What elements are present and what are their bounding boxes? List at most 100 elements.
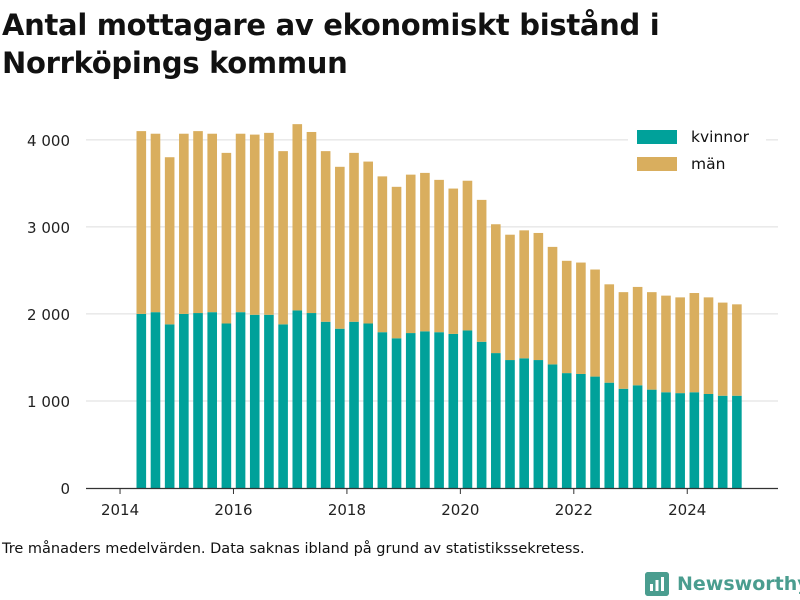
bar-man — [207, 133, 218, 313]
bar-man — [576, 262, 586, 374]
bar-kvinnor — [420, 331, 430, 488]
bar-kvinnor — [320, 321, 331, 488]
bar-man — [363, 161, 373, 324]
y-tick-label: 2 000 — [27, 306, 70, 324]
bar-man — [249, 134, 260, 315]
bar-man — [476, 199, 487, 342]
bar-man — [221, 152, 232, 324]
bar-man — [519, 230, 529, 359]
bar-kvinnor — [278, 324, 288, 488]
bar-kvinnor — [547, 364, 558, 488]
legend-label: kvinnor — [691, 128, 750, 146]
y-tick-label: 3 000 — [27, 219, 70, 237]
bar-kvinnor — [179, 313, 189, 488]
bar-man — [335, 166, 345, 329]
bar-kvinnor — [604, 382, 615, 488]
x-tick-label: 2018 — [328, 501, 366, 519]
bar-kvinnor — [561, 373, 572, 488]
bar-kvinnor — [235, 312, 246, 488]
x-tick-label: 2016 — [214, 501, 252, 519]
bar-man — [491, 224, 501, 354]
bar-kvinnor — [519, 358, 529, 488]
x-tick-label: 2020 — [441, 501, 479, 519]
bar-kvinnor — [292, 310, 303, 488]
bar-kvinnor — [405, 333, 416, 488]
bar-man — [547, 246, 558, 365]
bar-man — [391, 186, 402, 339]
bar-kvinnor — [335, 328, 345, 488]
bar-man — [689, 293, 700, 393]
bar-man — [434, 179, 444, 333]
bar-kvinnor — [363, 323, 373, 488]
bar-man — [732, 304, 742, 396]
bar-man — [717, 302, 728, 396]
bar-kvinnor — [732, 395, 742, 488]
bar-kvinnor — [150, 312, 161, 488]
bar-kvinnor — [207, 312, 218, 488]
bar-man — [675, 297, 685, 394]
y-tick-label: 0 — [60, 480, 70, 498]
bar-man — [377, 176, 388, 333]
bar-kvinnor — [576, 373, 586, 488]
bar-man — [618, 292, 629, 389]
bar-kvinnor — [491, 353, 501, 488]
bar-kvinnor — [264, 314, 274, 488]
brand-name: Newsworthy — [677, 573, 800, 595]
bar-man — [235, 133, 246, 313]
bar-kvinnor — [391, 338, 402, 488]
bar-man — [278, 151, 288, 325]
bar-man — [462, 180, 473, 331]
bar-kvinnor — [164, 324, 175, 488]
bar-man — [193, 131, 203, 314]
bar-kvinnor — [306, 313, 317, 488]
legend-label: män — [691, 155, 725, 173]
bar-man — [320, 151, 331, 322]
bar-kvinnor — [689, 392, 700, 488]
bar-kvinnor — [661, 392, 671, 488]
bar-kvinnor — [349, 321, 359, 488]
bar-kvinnor — [717, 395, 728, 488]
bar-kvinnor — [193, 313, 203, 488]
bar-man — [136, 131, 147, 314]
bar-man — [349, 152, 359, 322]
x-tick-label: 2022 — [555, 501, 593, 519]
bar-kvinnor — [221, 323, 232, 488]
bar-man — [164, 157, 175, 325]
bar-kvinnor — [377, 332, 388, 488]
bar-kvinnor — [249, 314, 260, 488]
bar-man — [561, 260, 572, 374]
bar-kvinnor — [533, 360, 544, 488]
bar-man — [292, 124, 303, 311]
x-tick-label: 2024 — [668, 501, 706, 519]
bar-man — [632, 286, 643, 386]
bar-man — [264, 132, 274, 315]
bar-man — [448, 188, 459, 334]
y-tick-label: 1 000 — [27, 393, 70, 411]
bar-man — [505, 234, 515, 361]
bar-man — [405, 174, 416, 334]
bar-man — [420, 172, 430, 332]
bar-man — [306, 131, 317, 314]
bar-man — [150, 133, 161, 313]
bar-man — [646, 292, 657, 390]
legend: kvinnor män — [628, 120, 766, 174]
axes: 0 1 000 2 000 3 000 4 000 2014 2016 2018 2020 202… — [27, 132, 778, 519]
bar-man — [179, 133, 189, 314]
brand[interactable]: Newsworthy — [645, 570, 800, 598]
legend-swatch — [637, 130, 677, 144]
x-tick-label: 2014 — [101, 501, 139, 519]
bar-man — [590, 269, 600, 377]
bar-kvinnor — [462, 330, 473, 488]
bar-kvinnor — [646, 389, 657, 488]
bar-kvinnor — [505, 360, 515, 488]
bar-kvinnor — [476, 341, 487, 488]
bar-kvinnor — [136, 313, 147, 488]
legend-swatch — [637, 157, 677, 171]
bar-man — [703, 297, 714, 394]
bar-man — [661, 295, 671, 393]
bar-kvinnor — [703, 393, 714, 488]
newsworthy-logo-icon — [645, 572, 669, 596]
bar-man — [604, 284, 615, 383]
y-tick-label: 4 000 — [27, 132, 70, 150]
